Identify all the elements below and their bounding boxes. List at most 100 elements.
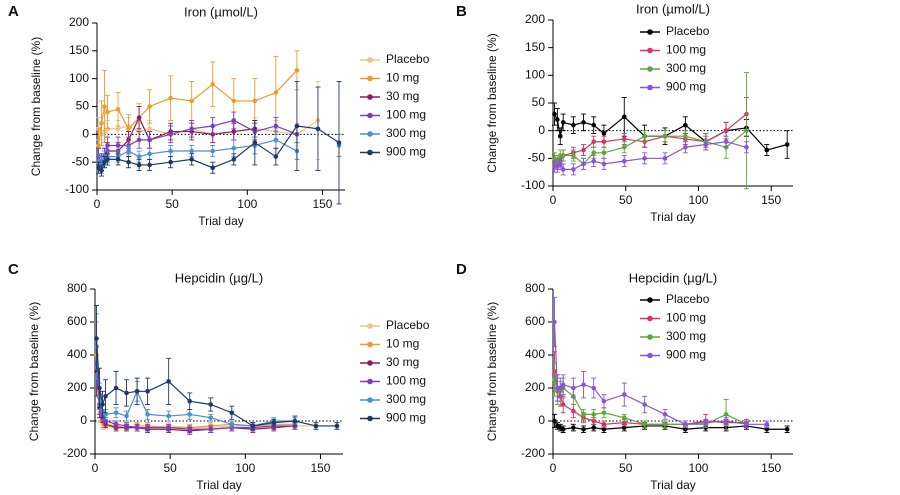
data-point — [94, 336, 99, 341]
data-point — [273, 137, 279, 143]
legend-marker — [367, 415, 373, 422]
data-point — [601, 161, 607, 167]
data-point — [601, 139, 607, 145]
series-line — [98, 125, 340, 172]
chart-title: Iron (µmol/L) — [184, 4, 258, 19]
x-axis-label: Trial day — [650, 210, 696, 224]
data-point — [189, 157, 194, 162]
data-point — [115, 126, 121, 132]
data-point — [581, 147, 586, 153]
legend-marker — [367, 75, 373, 82]
data-point — [189, 126, 194, 132]
data-point — [113, 410, 119, 416]
data-point — [105, 109, 110, 115]
y-tick-label: -50 — [72, 154, 90, 168]
data-point — [703, 420, 709, 425]
data-point — [581, 426, 586, 432]
x-tick-label: 50 — [619, 461, 633, 475]
data-point — [601, 410, 607, 416]
data-point — [571, 122, 576, 128]
data-point — [229, 410, 235, 416]
data-point — [601, 150, 607, 156]
x-axis-label: Trial day — [196, 478, 242, 492]
data-point — [591, 418, 597, 424]
data-point — [744, 144, 749, 150]
data-point — [591, 158, 597, 164]
data-point — [557, 133, 563, 139]
data-point — [662, 422, 668, 427]
data-point — [552, 319, 557, 325]
data-point — [552, 156, 557, 161]
data-point — [683, 422, 688, 427]
y-tick-label: 150 — [69, 43, 89, 57]
data-point — [136, 137, 142, 143]
x-tick-label: 50 — [165, 197, 179, 211]
legend-label: 100 mg — [386, 108, 426, 122]
legend-label: 900 mg — [386, 411, 426, 425]
data-point — [252, 98, 258, 104]
data-point — [552, 418, 557, 424]
data-point — [145, 412, 150, 417]
data-point — [744, 422, 749, 427]
data-point — [115, 106, 121, 112]
y-tick-label: 100 — [525, 68, 545, 82]
data-point — [105, 143, 110, 148]
y-axis-label: Change from baseline (%) — [29, 37, 43, 176]
data-point — [147, 137, 152, 143]
legend-marker — [647, 315, 653, 322]
y-tick-label: 800 — [67, 281, 87, 295]
x-tick-label: 100 — [688, 193, 708, 207]
data-point — [145, 389, 150, 394]
data-point — [99, 168, 104, 173]
data-point — [231, 157, 237, 162]
data-point — [784, 142, 790, 147]
data-point — [147, 104, 152, 109]
data-point — [621, 114, 627, 120]
data-point — [103, 418, 108, 424]
data-point — [581, 382, 586, 388]
data-point — [621, 144, 627, 150]
legend-marker — [367, 131, 373, 137]
data-point — [252, 140, 258, 145]
chart-title: Hepcidin (µg/L) — [175, 270, 263, 285]
data-point — [683, 426, 688, 432]
data-point — [166, 425, 171, 430]
legend-label: 900 mg — [386, 145, 426, 159]
data-point — [273, 154, 279, 159]
legend-label: Placebo — [386, 52, 430, 66]
data-point — [313, 423, 319, 429]
data-point — [581, 120, 586, 125]
y-tick-label: 200 — [525, 380, 545, 394]
y-tick-label: 0 — [538, 123, 545, 137]
data-point — [166, 379, 171, 384]
data-point — [744, 128, 749, 133]
x-axis-label: Trial day — [650, 478, 696, 492]
data-point — [147, 126, 152, 132]
series-line — [97, 119, 319, 136]
data-point — [115, 143, 121, 148]
data-point — [136, 162, 142, 168]
data-point — [271, 420, 277, 425]
data-point — [210, 81, 216, 87]
y-tick-label: 800 — [525, 281, 545, 295]
y-axis-label: Change from baseline (%) — [485, 33, 499, 172]
x-tick-label: 100 — [235, 461, 255, 475]
legend-label: Placebo — [386, 318, 430, 332]
y-tick-label: 50 — [532, 95, 546, 109]
x-axis-label: Trial day — [198, 214, 244, 228]
x-tick-label: 50 — [163, 461, 177, 475]
data-point — [124, 423, 129, 429]
data-point — [621, 158, 627, 164]
x-tick-label: 0 — [94, 197, 101, 211]
data-point — [571, 167, 576, 172]
data-point — [294, 123, 300, 129]
legend-marker — [647, 334, 653, 340]
data-point — [662, 156, 668, 161]
y-tick-label: -100 — [65, 182, 89, 196]
data-point — [601, 422, 607, 427]
x-tick-label: 150 — [761, 193, 781, 207]
data-point — [273, 123, 279, 129]
legend-marker — [647, 66, 653, 72]
data-point — [723, 139, 729, 145]
data-point — [621, 425, 627, 430]
